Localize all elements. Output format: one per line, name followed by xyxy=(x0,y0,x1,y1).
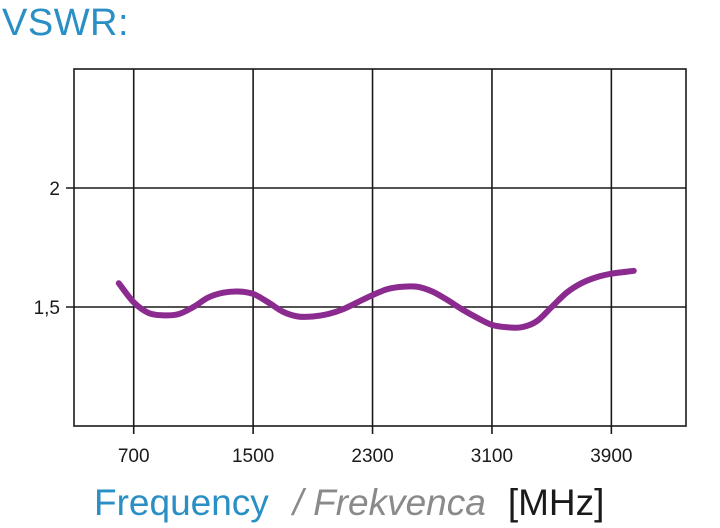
tick-labels-layer: 700 1500 2300 3100 3900 1,5 2 xyxy=(34,179,633,467)
x-label-unit: [MHz] xyxy=(507,482,605,523)
x-label-primary: Frequency xyxy=(94,482,269,523)
x-tick-label: 2300 xyxy=(351,446,393,467)
x-label-secondary: Frekvenca xyxy=(313,482,486,523)
chart-title: VSWR: xyxy=(2,2,130,44)
plot-frame xyxy=(73,68,687,427)
x-axis-label: Frequency / Frekvenca [MHz] xyxy=(94,482,604,524)
vswr-curve xyxy=(115,267,637,331)
x-tick-label: 3900 xyxy=(590,446,632,467)
y-tick-label: 2 xyxy=(49,179,60,200)
x-label-separator: / xyxy=(292,482,304,523)
x-tick-label: 700 xyxy=(118,446,150,467)
x-tick-label: 1500 xyxy=(232,446,274,467)
y-tick-label: 1,5 xyxy=(34,298,60,319)
grid-layer xyxy=(66,69,686,434)
x-tick-label: 3100 xyxy=(471,446,513,467)
